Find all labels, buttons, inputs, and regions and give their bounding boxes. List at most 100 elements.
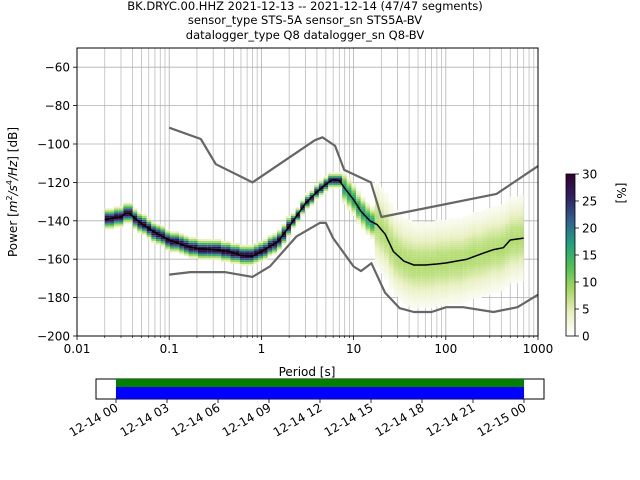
histogram-cell (421, 294, 426, 297)
histogram-cell (411, 254, 417, 257)
histogram-cell (342, 198, 347, 201)
histogram-cell (430, 237, 436, 240)
histogram-cell (416, 288, 422, 291)
histogram-cell (197, 248, 203, 251)
histogram-cell (402, 231, 408, 234)
histogram-cell (123, 217, 129, 220)
histogram-cell (411, 225, 417, 228)
ppsd-histogram (104, 171, 524, 309)
histogram-cell (500, 260, 506, 263)
histogram-cell (365, 231, 371, 234)
histogram-cell (407, 302, 412, 305)
histogram-cell (374, 240, 380, 243)
histogram-cell (379, 242, 385, 245)
histogram-cell (365, 219, 371, 222)
histogram-cell (155, 235, 161, 238)
histogram-cell (500, 212, 506, 215)
histogram-cell (481, 227, 487, 230)
histogram-cell (500, 248, 506, 251)
histogram-cell (425, 252, 431, 255)
histogram-cell (463, 287, 468, 289)
histogram-cell (430, 288, 436, 291)
histogram-cell (309, 202, 315, 205)
histogram-cell (141, 225, 147, 228)
histogram-cell (439, 237, 445, 240)
histogram-cell (467, 231, 473, 234)
histogram-cell (239, 244, 245, 247)
histogram-cell (216, 239, 222, 241)
histogram-cell (411, 290, 417, 293)
histogram-cell (430, 252, 436, 255)
histogram-cell (132, 208, 138, 211)
histogram-cell (267, 240, 273, 243)
histogram-cell (477, 273, 482, 276)
histogram-cell (295, 208, 301, 211)
histogram-cell (216, 240, 222, 243)
histogram-cell (430, 296, 436, 299)
title-line-3: datalogger_type Q8 datalogger_sn Q8-BV (186, 28, 425, 42)
histogram-cell (114, 210, 119, 213)
histogram-cell (453, 254, 459, 257)
histogram-cell (421, 300, 426, 303)
histogram-cell (486, 252, 492, 255)
histogram-cell (379, 217, 385, 220)
histogram-cell (491, 273, 496, 276)
histogram-cell (514, 229, 520, 232)
mode-line (104, 178, 524, 266)
histogram-cell (425, 223, 431, 226)
histogram-cell (165, 237, 170, 240)
histogram-cell (374, 189, 380, 192)
histogram-cell (453, 285, 459, 288)
histogram-cell (505, 271, 510, 274)
histogram-cell (463, 235, 468, 238)
histogram-cell (398, 285, 403, 288)
histogram-cell (453, 292, 459, 295)
histogram-cell (398, 267, 403, 270)
histogram-cell (193, 254, 198, 257)
histogram-cell (495, 264, 501, 266)
histogram-cell (276, 242, 282, 245)
histogram-cell (505, 237, 510, 240)
y-axis-ticks: −200−180−160−140−120−100−80−60 (37, 61, 77, 344)
histogram-cell (477, 233, 482, 236)
histogram-cell (491, 210, 496, 213)
histogram-cell (416, 290, 422, 293)
histogram-cell (365, 202, 371, 205)
histogram-cell (360, 202, 366, 205)
histogram-cell (398, 269, 403, 272)
histogram-cell (272, 233, 277, 236)
histogram-cell (128, 206, 133, 209)
histogram-cell (472, 231, 478, 234)
histogram-cell (491, 258, 496, 261)
histogram-cell (425, 237, 431, 240)
histogram-cell (332, 183, 338, 186)
histogram-cell (472, 250, 478, 253)
histogram-cell (109, 221, 115, 224)
histogram-cell (472, 260, 478, 263)
histogram-cell (495, 210, 501, 213)
histogram-cell (472, 288, 478, 291)
histogram-cell (444, 233, 450, 236)
histogram-cell (342, 171, 347, 174)
histogram-cell (458, 267, 464, 270)
histogram-cell (425, 225, 431, 228)
histogram-cell (346, 202, 352, 205)
histogram-cell (197, 239, 203, 241)
histogram-cell (281, 237, 287, 240)
histogram-cell (505, 269, 510, 272)
histogram-cell (267, 254, 273, 257)
histogram-cell (123, 219, 129, 222)
histogram-cell (337, 185, 343, 188)
histogram-cell (481, 279, 487, 282)
histogram-cell (472, 225, 478, 228)
histogram-cell (435, 239, 440, 241)
histogram-cell (505, 262, 510, 264)
histogram-cell (407, 231, 412, 234)
histogram-cell (160, 239, 166, 241)
histogram-cell (458, 302, 464, 305)
histogram-cell (193, 252, 198, 255)
histogram-cell (141, 217, 147, 220)
histogram-cell (379, 262, 385, 264)
histogram-cell (398, 221, 403, 224)
x-tick-label: 10 (346, 342, 361, 356)
